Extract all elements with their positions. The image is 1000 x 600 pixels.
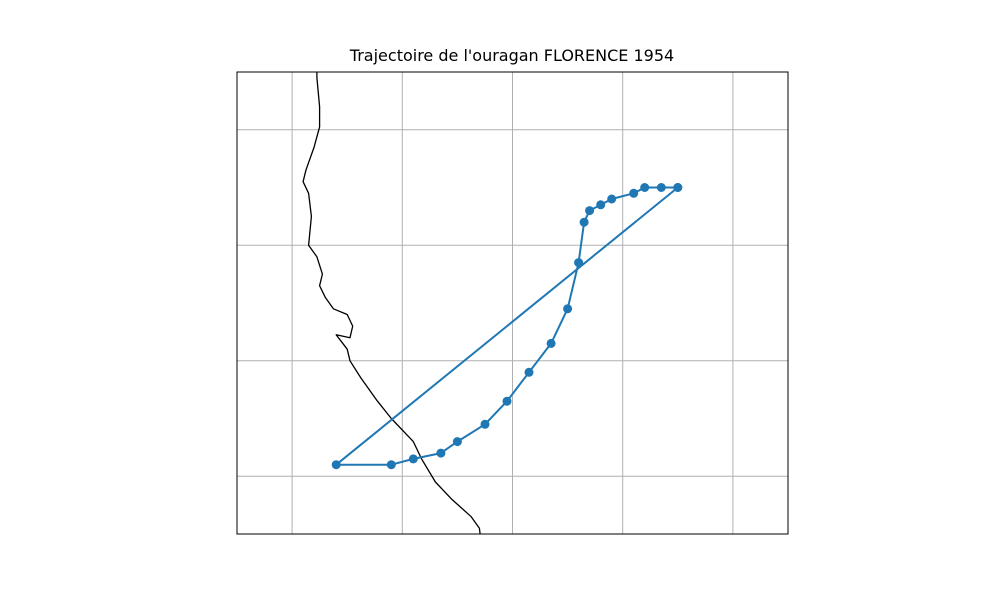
track-point [386, 460, 396, 470]
track-point [563, 304, 573, 314]
track-point [640, 183, 650, 192]
track-point [629, 188, 639, 198]
track-point [656, 183, 666, 192]
track-point [331, 460, 341, 470]
graticule [237, 72, 788, 534]
track-point [436, 448, 446, 458]
coastline [302, 72, 481, 534]
track-point [585, 206, 595, 216]
chart-title: Trajectoire de l'ouragan FLORENCE 1954 [349, 46, 675, 65]
track-point [502, 396, 512, 406]
track-point [574, 258, 584, 268]
map-frame [236, 71, 789, 535]
track-point [546, 338, 556, 348]
track-point [480, 419, 490, 429]
track-point [579, 217, 589, 227]
track-point [673, 183, 683, 192]
track-point [524, 367, 534, 377]
track-point [607, 194, 617, 204]
track-line [335, 186, 679, 466]
track-point [596, 200, 606, 210]
hurricane-track [331, 183, 683, 470]
coastline-path [302, 72, 481, 534]
track-point [408, 454, 418, 464]
track-point [452, 437, 462, 447]
